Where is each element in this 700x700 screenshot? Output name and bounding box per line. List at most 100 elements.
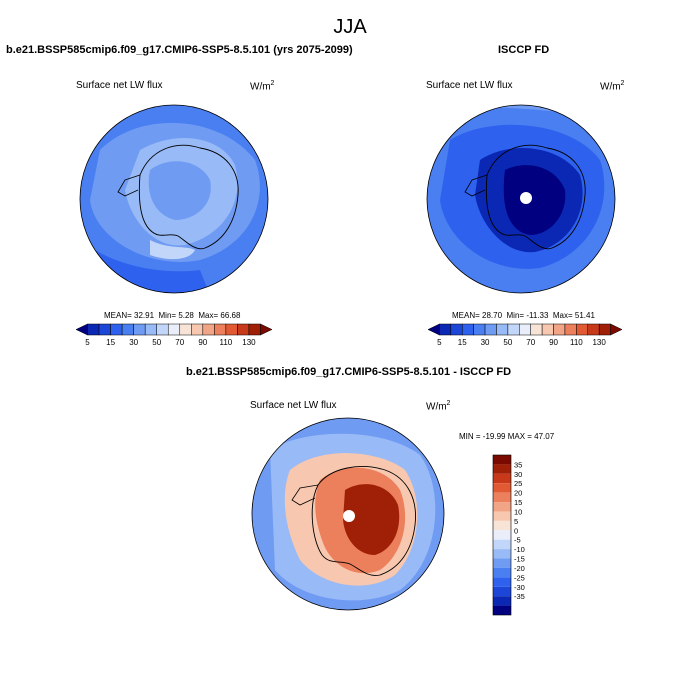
diff-colorbar-tick-label: 15: [514, 498, 522, 507]
diff-pole-hole: [343, 510, 355, 522]
obs-colorbar-tick-label: 110: [570, 338, 583, 347]
diff-colorbar-swatch: [493, 549, 511, 559]
model-colorbar-swatch: [144, 323, 157, 336]
diff-colorbar-tick-label: 5: [514, 517, 518, 526]
model-colorbar-tick-label: 15: [106, 338, 115, 347]
diff-colorbar-swatch: [493, 483, 511, 493]
obs-colorbar: 5 15 30 50 70 90 110 130: [427, 323, 623, 347]
diff-colorbar-swatch: [493, 473, 511, 484]
obs-map: [426, 104, 616, 294]
model-colorbar-swatch: [214, 323, 227, 336]
obs-pole-hole: [520, 192, 532, 204]
obs-colorbar-swatch: [507, 323, 520, 336]
diff-colorbar-tick-label: -25: [514, 573, 525, 582]
diff-units-label: W/m2: [426, 400, 451, 413]
diff-colorbar-swatch: [493, 464, 511, 474]
diff-panel-title: b.e21.BSSP585cmip6.f09_g17.CMIP6-SSP5-8.…: [186, 366, 512, 378]
diff-map: [251, 417, 445, 611]
diff-colorbar-swatch: [493, 558, 511, 568]
obs-colorbar-tick-label: 30: [481, 338, 490, 347]
diff-stats: MIN = -19.99 MAX = 47.07: [459, 432, 555, 441]
model-map: [79, 104, 269, 294]
obs-colorbar-tick-label: 15: [458, 338, 467, 347]
obs-panel-title: ISCCP FD: [498, 44, 550, 56]
obs-stats: MEAN= 28.70 Min= -11.33 Max= 51.41: [452, 311, 595, 320]
model-colorbar-swatch: [121, 323, 134, 336]
diff-colorbar-tick-label: 30: [514, 470, 522, 479]
model-colorbar-swatch: [191, 323, 204, 336]
obs-colorbar-swatch: [598, 323, 611, 336]
diff-colorbar-swatch: [493, 567, 511, 578]
model-colorbar-swatch: [87, 323, 100, 336]
obs-colorbar-tick-label: 90: [549, 338, 558, 347]
model-colorbar-tick-label: 130: [242, 338, 256, 347]
diff-colorbar-swatch: [493, 539, 511, 550]
model-map-border: [79, 104, 269, 294]
diff-colorbar-tick-label: 10: [514, 507, 522, 516]
obs-peninsula-coastline: [464, 174, 488, 197]
obs-colorbar-swatch: [473, 323, 486, 336]
obs-core-field: [503, 165, 566, 235]
obs-colorbar-swatch: [576, 323, 589, 336]
obs-colorbar-swatch: [530, 323, 543, 336]
obs-colorbar-tick-label: 130: [592, 338, 606, 347]
diff-core-field: [343, 484, 400, 555]
obs-colorbar-swatch: [450, 323, 463, 336]
model-colorbar-swatch: [202, 323, 215, 336]
obs-colorbar-tick-label: 5: [437, 338, 442, 347]
season-title: JJA: [333, 16, 367, 38]
diff-colorbar-swatch: [493, 492, 511, 503]
obs-colorbar-swatch: [541, 323, 554, 336]
diff-colorbar-swatch: [493, 455, 511, 465]
diff-colorbar-tick-label: -10: [514, 545, 525, 554]
model-colorbar-swatch: [110, 323, 123, 336]
obs-colorbar-swatch: [484, 323, 497, 336]
diff-variable-label: Surface net LW flux: [250, 400, 337, 411]
diff-colorbar-swatch: [493, 605, 511, 615]
diff-colorbar-tick-label: -5: [514, 536, 521, 545]
obs-colorbar-swatch: [519, 323, 531, 336]
model-colorbar-tick-label: 90: [198, 338, 207, 347]
model-colorbar-swatch: [225, 323, 238, 336]
obs-colorbar-swatch: [427, 323, 440, 336]
obs-units-label: W/m2: [600, 80, 625, 93]
model-colorbar-swatch: [167, 323, 181, 336]
model-antarctica-coastline: [138, 144, 239, 250]
diff-peninsula-coastline: [291, 484, 319, 506]
diff-colorbar-tick-label: -35: [514, 592, 525, 601]
model-colorbar-tick-label: 70: [175, 338, 184, 347]
diff-map-border: [251, 417, 445, 611]
model-colorbar-tick-label: 50: [152, 338, 161, 347]
model-colorbar-swatch: [248, 323, 261, 336]
model-colorbar-swatch: [179, 323, 192, 336]
obs-colorbar-swatch: [587, 323, 600, 336]
diff-colorbar-swatch: [493, 596, 511, 606]
obs-map-border: [426, 104, 616, 294]
model-coastal-patch: [150, 240, 195, 260]
diff-colorbar-tick-label: -15: [514, 555, 525, 564]
diff-colorbar-swatch: [493, 586, 511, 597]
model-colorbar-swatch: [156, 323, 169, 336]
model-colorbar-swatch: [133, 323, 146, 336]
diff-colorbar-tick-label: -30: [514, 583, 525, 592]
model-colorbar-swatch: [98, 323, 111, 336]
obs-colorbar-swatch: [439, 323, 452, 336]
model-units-label: W/m2: [250, 80, 275, 93]
model-colorbar-tick-label: 5: [85, 338, 90, 347]
obs-colorbar-swatch: [553, 323, 566, 336]
diff-colorbar-swatch: [493, 502, 511, 512]
model-colorbar: 5 15 30 50 70 90 110 130: [75, 323, 273, 347]
obs-colorbar-swatch: [461, 323, 474, 336]
diff-colorbar-tick-label: -20: [514, 564, 525, 573]
model-variable-label: Surface net LW flux: [76, 80, 163, 91]
obs-variable-label: Surface net LW flux: [426, 80, 513, 91]
obs-colorbar-swatch: [564, 323, 577, 336]
diff-colorbar-tick-label: 35: [514, 460, 522, 469]
model-colorbar-swatch: [260, 323, 273, 336]
diff-colorbar-swatch: [493, 530, 511, 540]
diff-antarctica-coastline: [311, 466, 416, 577]
obs-colorbar-swatch: [610, 323, 623, 336]
